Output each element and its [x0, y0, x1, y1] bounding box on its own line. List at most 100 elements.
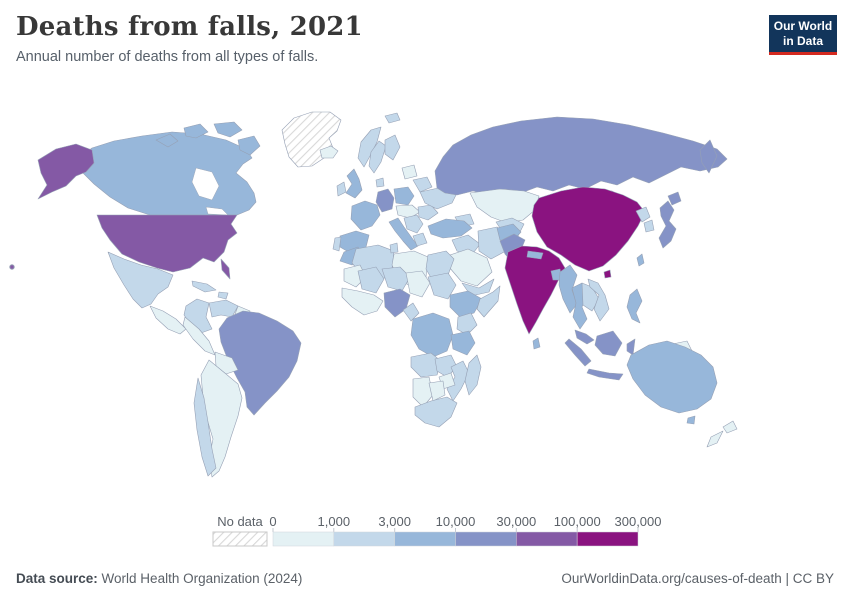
country-turkey[interactable] [427, 218, 473, 239]
country-namibia[interactable] [412, 376, 434, 408]
country-tunisia[interactable] [389, 242, 399, 254]
country-balkans[interactable] [403, 214, 424, 234]
country-sri-lanka[interactable] [532, 337, 541, 350]
data-source-value: World Health Organization (2024) [101, 571, 303, 586]
country-new-zealand-south[interactable] [706, 430, 724, 448]
country-japan-hokkaido[interactable] [667, 191, 682, 206]
country-romania[interactable] [417, 204, 439, 221]
legend-swatch-b3[interactable] [394, 531, 456, 547]
country-angola[interactable] [410, 352, 442, 378]
country-india[interactable] [504, 245, 566, 335]
country-japan[interactable] [658, 200, 677, 249]
country-nepal[interactable] [526, 250, 544, 260]
country-sudan[interactable] [427, 272, 457, 300]
country-greece[interactable] [412, 232, 428, 247]
legend-no-data-label: No data [217, 514, 263, 529]
country-svalbard[interactable] [384, 112, 401, 124]
owid-logo[interactable]: Our World in Data [769, 15, 837, 55]
country-bolivia[interactable] [214, 351, 239, 375]
country-ireland[interactable] [336, 181, 347, 197]
country-indonesia-sumatra[interactable] [564, 338, 592, 367]
attribution-link[interactable]: OurWorldinData.org/causes-of-death | CC … [561, 571, 834, 586]
country-indonesia-sulawesi[interactable] [626, 338, 636, 356]
legend-swatch-b2[interactable] [333, 531, 395, 547]
country-philippines[interactable] [626, 288, 643, 324]
country-new-zealand-north[interactable] [722, 420, 738, 434]
country-peru[interactable] [182, 316, 216, 356]
country-malaysia[interactable] [574, 329, 595, 345]
country-chile[interactable] [193, 377, 217, 477]
country-finland[interactable] [384, 134, 401, 161]
country-niger[interactable] [381, 266, 411, 292]
country-arctic-islands[interactable] [183, 123, 209, 139]
country-tanzania[interactable] [450, 330, 476, 356]
country-cameroon[interactable] [402, 302, 420, 322]
country-cuba[interactable] [191, 280, 217, 293]
data-source: Data source: World Health Organization (… [16, 571, 302, 586]
country-indonesia-java[interactable] [586, 368, 624, 381]
country-usa-florida[interactable] [220, 258, 231, 280]
legend-swatch-b4[interactable] [455, 531, 517, 547]
country-hawaii[interactable] [9, 264, 15, 270]
country-venezuela[interactable] [208, 299, 239, 318]
owid-logo-line2: in Data [782, 33, 823, 48]
country-chad[interactable] [405, 270, 431, 298]
country-alaska[interactable] [37, 143, 95, 200]
hudson-bay [191, 167, 220, 201]
country-germany[interactable] [375, 188, 395, 213]
country-sweden[interactable] [368, 140, 387, 174]
country-west-africa[interactable] [341, 287, 384, 316]
country-botswana[interactable] [428, 380, 446, 402]
country-saudi-arabia[interactable] [446, 248, 493, 287]
country-baltics[interactable] [401, 164, 418, 180]
country-ethiopia[interactable] [449, 290, 483, 318]
country-drc[interactable] [410, 312, 454, 358]
country-russia[interactable] [434, 116, 728, 196]
country-australia[interactable] [626, 340, 718, 414]
country-arctic-islands[interactable] [155, 133, 179, 148]
country-zambia[interactable] [434, 354, 458, 378]
country-hainan[interactable] [603, 269, 612, 279]
legend-tick-label-3: 10,000 [436, 514, 476, 529]
legend-swatch-b1[interactable] [272, 531, 335, 547]
legend-swatch-b6[interactable] [576, 531, 639, 547]
country-france[interactable] [350, 200, 381, 231]
map-legend: No data 0 1,000 3,000 10,000 30,000 100,… [212, 514, 662, 547]
country-uk[interactable] [345, 168, 363, 199]
country-usa[interactable] [96, 214, 238, 273]
country-south-korea[interactable] [643, 219, 655, 233]
country-poland[interactable] [393, 186, 415, 206]
country-arctic-islands[interactable] [237, 135, 261, 156]
country-madagascar[interactable] [464, 354, 482, 396]
country-belarus[interactable] [412, 176, 433, 193]
country-vietnam[interactable] [587, 278, 610, 322]
country-iraq-syria[interactable] [451, 234, 481, 257]
legend-swatch-b5[interactable] [516, 531, 578, 547]
country-mozambique[interactable] [446, 360, 470, 402]
country-portugal[interactable] [332, 236, 342, 252]
country-hispaniola[interactable] [217, 291, 229, 300]
country-mexico[interactable] [107, 251, 174, 309]
country-tasmania[interactable] [686, 415, 696, 425]
country-russia-kamchatka[interactable] [699, 139, 718, 174]
country-mali[interactable] [357, 266, 385, 294]
country-central-europe[interactable] [395, 204, 421, 219]
legend-tick-label-5: 100,000 [554, 514, 601, 529]
country-somalia[interactable] [476, 285, 501, 318]
country-china[interactable] [531, 186, 646, 272]
country-south-africa[interactable] [414, 396, 458, 428]
country-greenland[interactable] [281, 111, 342, 168]
country-kenya[interactable] [456, 312, 478, 336]
owid-logo-line1: Our World [773, 18, 833, 33]
country-kazakhstan[interactable] [469, 188, 540, 224]
country-indonesia-borneo[interactable] [594, 330, 623, 357]
country-north-korea[interactable] [635, 206, 651, 223]
legend-no-data-swatch[interactable] [212, 531, 268, 547]
country-central-america[interactable] [149, 305, 187, 335]
country-taiwan[interactable] [636, 253, 645, 267]
country-arctic-islands[interactable] [213, 121, 243, 138]
country-iceland[interactable] [319, 145, 339, 159]
country-denmark[interactable] [375, 177, 385, 188]
